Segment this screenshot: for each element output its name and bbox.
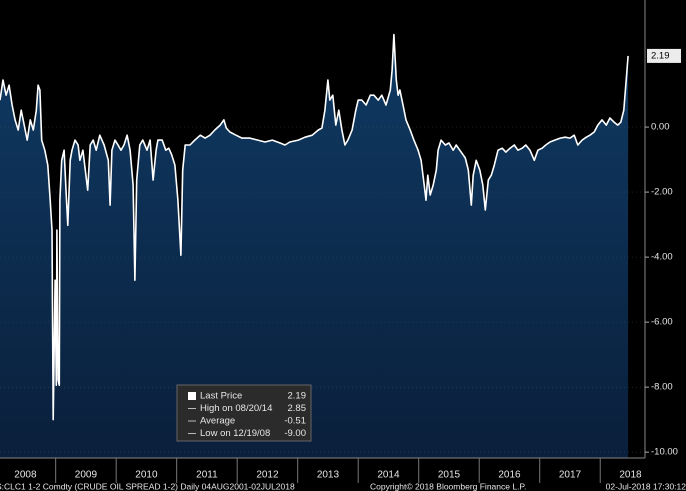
y-tick-label: -6.00 bbox=[651, 317, 673, 328]
area-fill bbox=[0, 34, 629, 458]
legend-swatch bbox=[188, 392, 196, 400]
legend: Last Price 2.19 High on 08/20/14 2.85 Averag… bbox=[176, 384, 312, 442]
x-tick-label: 2018 bbox=[619, 470, 642, 481]
x-tick-label: 2009 bbox=[75, 470, 98, 481]
legend-box bbox=[176, 384, 312, 442]
legend-value: 2.85 bbox=[288, 403, 307, 414]
x-tick-label: 2010 bbox=[135, 470, 158, 481]
axes: 0.00 -2.00 -4.00 -6.00 -8.00 -10.00 2.19 2008 20… bbox=[0, 0, 681, 483]
y-tick-label: -10.00 bbox=[651, 447, 678, 458]
x-tick-label: 2014 bbox=[377, 470, 400, 481]
footer: S:CLC1 1-2 Comdty (CRUDE OIL SPREAD 1-2)… bbox=[0, 481, 686, 491]
legend-value: 2.19 bbox=[288, 391, 307, 402]
x-tick-label: 2008 bbox=[14, 470, 37, 481]
footer-timestamp: 02-Jul-2018 17:30:12 bbox=[606, 481, 686, 491]
legend-label: Average bbox=[200, 416, 235, 427]
x-tick-label: 2013 bbox=[317, 470, 340, 481]
legend-value: -0.51 bbox=[284, 416, 306, 427]
x-tick-label: 2012 bbox=[256, 470, 279, 481]
footer-source: S:CLC1 1-2 Comdty (CRUDE OIL SPREAD 1-2)… bbox=[0, 481, 295, 491]
legend-label: High on 08/20/14 bbox=[200, 403, 272, 414]
x-tick-label: 2017 bbox=[559, 470, 582, 481]
y-tick-label: 0.00 bbox=[651, 122, 670, 133]
x-tick-label: 2011 bbox=[196, 470, 218, 481]
plot-area bbox=[0, 33, 645, 458]
price-line bbox=[0, 33, 629, 421]
legend-label: Last Price bbox=[200, 391, 242, 402]
x-tick-label: 2015 bbox=[438, 470, 461, 481]
last-price-box bbox=[647, 48, 681, 63]
y-tick-label: -8.00 bbox=[651, 382, 673, 393]
footer-copyright: Copyright© 2018 Bloomberg Finance L.P. bbox=[370, 481, 526, 491]
legend-label: Low on 12/19/08 bbox=[200, 428, 270, 439]
x-tick-label: 2016 bbox=[498, 470, 521, 481]
y-tick-label: -2.00 bbox=[651, 187, 673, 198]
y-tick-label: -4.00 bbox=[651, 252, 673, 263]
legend-value: -9.00 bbox=[284, 428, 306, 439]
last-price-label: 2.19 bbox=[651, 50, 670, 61]
